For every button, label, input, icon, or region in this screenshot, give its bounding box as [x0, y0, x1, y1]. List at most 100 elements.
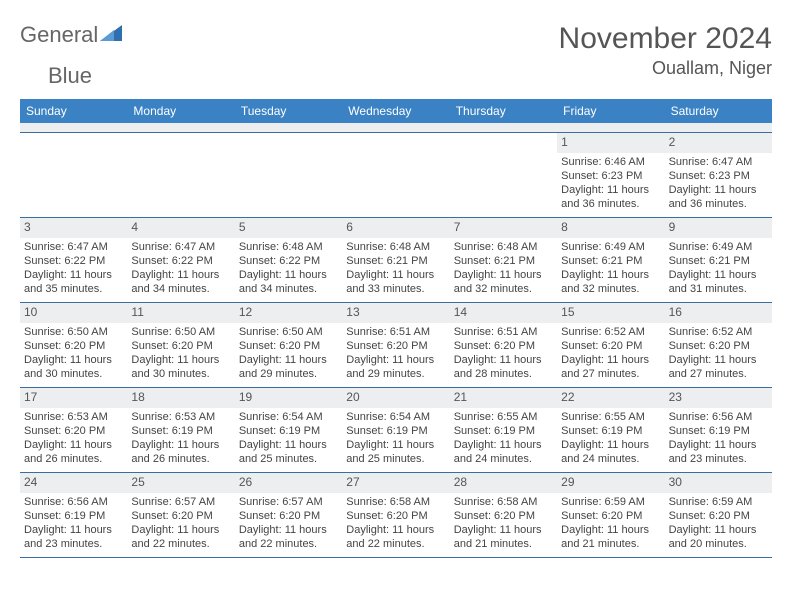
day-number: 2 — [665, 133, 772, 153]
daylight-line: Daylight: 11 hours and 36 minutes. — [669, 183, 768, 212]
calendar-day: 29Sunrise: 6:59 AMSunset: 6:20 PMDayligh… — [557, 473, 664, 557]
calendar-week: 1Sunrise: 6:46 AMSunset: 6:23 PMDaylight… — [20, 133, 772, 218]
day-details: Sunrise: 6:55 AMSunset: 6:19 PMDaylight:… — [557, 408, 664, 471]
sunrise-line: Sunrise: 6:57 AM — [239, 495, 338, 509]
day-number: 3 — [20, 218, 127, 238]
calendar-day: 21Sunrise: 6:55 AMSunset: 6:19 PMDayligh… — [450, 388, 557, 472]
day-number: 6 — [342, 218, 449, 238]
day-details: Sunrise: 6:50 AMSunset: 6:20 PMDaylight:… — [235, 323, 342, 386]
sunset-line: Sunset: 6:19 PM — [346, 424, 445, 438]
day-number: 18 — [127, 388, 234, 408]
calendar-day — [450, 133, 557, 217]
page-title: November 2024 — [559, 22, 772, 56]
sunrise-line: Sunrise: 6:58 AM — [454, 495, 553, 509]
brand-logo: General — [20, 22, 124, 48]
daylight-line: Daylight: 11 hours and 22 minutes. — [346, 523, 445, 552]
daylight-line: Daylight: 11 hours and 32 minutes. — [454, 268, 553, 297]
dow-header: Sunday Monday Tuesday Wednesday Thursday… — [20, 99, 772, 123]
day-details: Sunrise: 6:47 AMSunset: 6:23 PMDaylight:… — [665, 153, 772, 216]
day-number: 29 — [557, 473, 664, 493]
calendar-day: 19Sunrise: 6:54 AMSunset: 6:19 PMDayligh… — [235, 388, 342, 472]
day-number: 27 — [342, 473, 449, 493]
day-details: Sunrise: 6:47 AMSunset: 6:22 PMDaylight:… — [20, 238, 127, 301]
daylight-line: Daylight: 11 hours and 34 minutes. — [239, 268, 338, 297]
sunrise-line: Sunrise: 6:58 AM — [346, 495, 445, 509]
calendar-day: 11Sunrise: 6:50 AMSunset: 6:20 PMDayligh… — [127, 303, 234, 387]
calendar-day: 16Sunrise: 6:52 AMSunset: 6:20 PMDayligh… — [665, 303, 772, 387]
calendar-day: 8Sunrise: 6:49 AMSunset: 6:21 PMDaylight… — [557, 218, 664, 302]
day-number: 17 — [20, 388, 127, 408]
calendar-day: 10Sunrise: 6:50 AMSunset: 6:20 PMDayligh… — [20, 303, 127, 387]
day-details: Sunrise: 6:59 AMSunset: 6:20 PMDaylight:… — [665, 493, 772, 556]
daylight-line: Daylight: 11 hours and 29 minutes. — [346, 353, 445, 382]
day-number: 12 — [235, 303, 342, 323]
daylight-line: Daylight: 11 hours and 22 minutes. — [239, 523, 338, 552]
sunset-line: Sunset: 6:19 PM — [239, 424, 338, 438]
calendar-day: 6Sunrise: 6:48 AMSunset: 6:21 PMDaylight… — [342, 218, 449, 302]
day-number: 14 — [450, 303, 557, 323]
calendar: Sunday Monday Tuesday Wednesday Thursday… — [20, 99, 772, 558]
sunrise-line: Sunrise: 6:51 AM — [454, 325, 553, 339]
sunset-line: Sunset: 6:20 PM — [669, 509, 768, 523]
day-details: Sunrise: 6:48 AMSunset: 6:21 PMDaylight:… — [450, 238, 557, 301]
day-number: 8 — [557, 218, 664, 238]
daylight-line: Daylight: 11 hours and 32 minutes. — [561, 268, 660, 297]
sunrise-line: Sunrise: 6:48 AM — [239, 240, 338, 254]
sunrise-line: Sunrise: 6:52 AM — [669, 325, 768, 339]
day-details: Sunrise: 6:51 AMSunset: 6:20 PMDaylight:… — [342, 323, 449, 386]
sunset-line: Sunset: 6:19 PM — [561, 424, 660, 438]
day-number: 16 — [665, 303, 772, 323]
day-number: 20 — [342, 388, 449, 408]
day-number: 22 — [557, 388, 664, 408]
day-number: 9 — [665, 218, 772, 238]
day-details: Sunrise: 6:52 AMSunset: 6:20 PMDaylight:… — [665, 323, 772, 386]
daylight-line: Daylight: 11 hours and 24 minutes. — [561, 438, 660, 467]
sunset-line: Sunset: 6:19 PM — [131, 424, 230, 438]
sunrise-line: Sunrise: 6:48 AM — [346, 240, 445, 254]
sunset-line: Sunset: 6:21 PM — [669, 254, 768, 268]
sunrise-line: Sunrise: 6:50 AM — [131, 325, 230, 339]
day-details: Sunrise: 6:55 AMSunset: 6:19 PMDaylight:… — [450, 408, 557, 471]
sunset-line: Sunset: 6:23 PM — [669, 169, 768, 183]
triangle-icon — [100, 23, 122, 48]
sunset-line: Sunset: 6:19 PM — [669, 424, 768, 438]
calendar-day: 27Sunrise: 6:58 AMSunset: 6:20 PMDayligh… — [342, 473, 449, 557]
daylight-line: Daylight: 11 hours and 34 minutes. — [131, 268, 230, 297]
calendar-day: 14Sunrise: 6:51 AMSunset: 6:20 PMDayligh… — [450, 303, 557, 387]
header-spacer — [20, 123, 772, 133]
calendar-day: 3Sunrise: 6:47 AMSunset: 6:22 PMDaylight… — [20, 218, 127, 302]
calendar-day: 17Sunrise: 6:53 AMSunset: 6:20 PMDayligh… — [20, 388, 127, 472]
sunset-line: Sunset: 6:20 PM — [561, 509, 660, 523]
day-details: Sunrise: 6:59 AMSunset: 6:20 PMDaylight:… — [557, 493, 664, 556]
day-number: 11 — [127, 303, 234, 323]
calendar-day: 9Sunrise: 6:49 AMSunset: 6:21 PMDaylight… — [665, 218, 772, 302]
dow-tuesday: Tuesday — [235, 99, 342, 123]
sunset-line: Sunset: 6:22 PM — [24, 254, 123, 268]
sunrise-line: Sunrise: 6:49 AM — [561, 240, 660, 254]
calendar-day: 30Sunrise: 6:59 AMSunset: 6:20 PMDayligh… — [665, 473, 772, 557]
calendar-day: 23Sunrise: 6:56 AMSunset: 6:19 PMDayligh… — [665, 388, 772, 472]
sunrise-line: Sunrise: 6:55 AM — [561, 410, 660, 424]
calendar-week: 24Sunrise: 6:56 AMSunset: 6:19 PMDayligh… — [20, 473, 772, 558]
daylight-line: Daylight: 11 hours and 22 minutes. — [131, 523, 230, 552]
day-details: Sunrise: 6:56 AMSunset: 6:19 PMDaylight:… — [665, 408, 772, 471]
sunrise-line: Sunrise: 6:47 AM — [669, 155, 768, 169]
sunrise-line: Sunrise: 6:56 AM — [24, 495, 123, 509]
day-details: Sunrise: 6:58 AMSunset: 6:20 PMDaylight:… — [342, 493, 449, 556]
day-details: Sunrise: 6:47 AMSunset: 6:22 PMDaylight:… — [127, 238, 234, 301]
day-number: 28 — [450, 473, 557, 493]
day-number: 21 — [450, 388, 557, 408]
daylight-line: Daylight: 11 hours and 28 minutes. — [454, 353, 553, 382]
daylight-line: Daylight: 11 hours and 27 minutes. — [561, 353, 660, 382]
sunrise-line: Sunrise: 6:59 AM — [669, 495, 768, 509]
day-number: 5 — [235, 218, 342, 238]
sunset-line: Sunset: 6:20 PM — [669, 339, 768, 353]
sunrise-line: Sunrise: 6:50 AM — [24, 325, 123, 339]
day-number: 30 — [665, 473, 772, 493]
sunrise-line: Sunrise: 6:53 AM — [131, 410, 230, 424]
sunrise-line: Sunrise: 6:51 AM — [346, 325, 445, 339]
calendar-day: 5Sunrise: 6:48 AMSunset: 6:22 PMDaylight… — [235, 218, 342, 302]
calendar-day: 18Sunrise: 6:53 AMSunset: 6:19 PMDayligh… — [127, 388, 234, 472]
daylight-line: Daylight: 11 hours and 21 minutes. — [561, 523, 660, 552]
sunrise-line: Sunrise: 6:50 AM — [239, 325, 338, 339]
